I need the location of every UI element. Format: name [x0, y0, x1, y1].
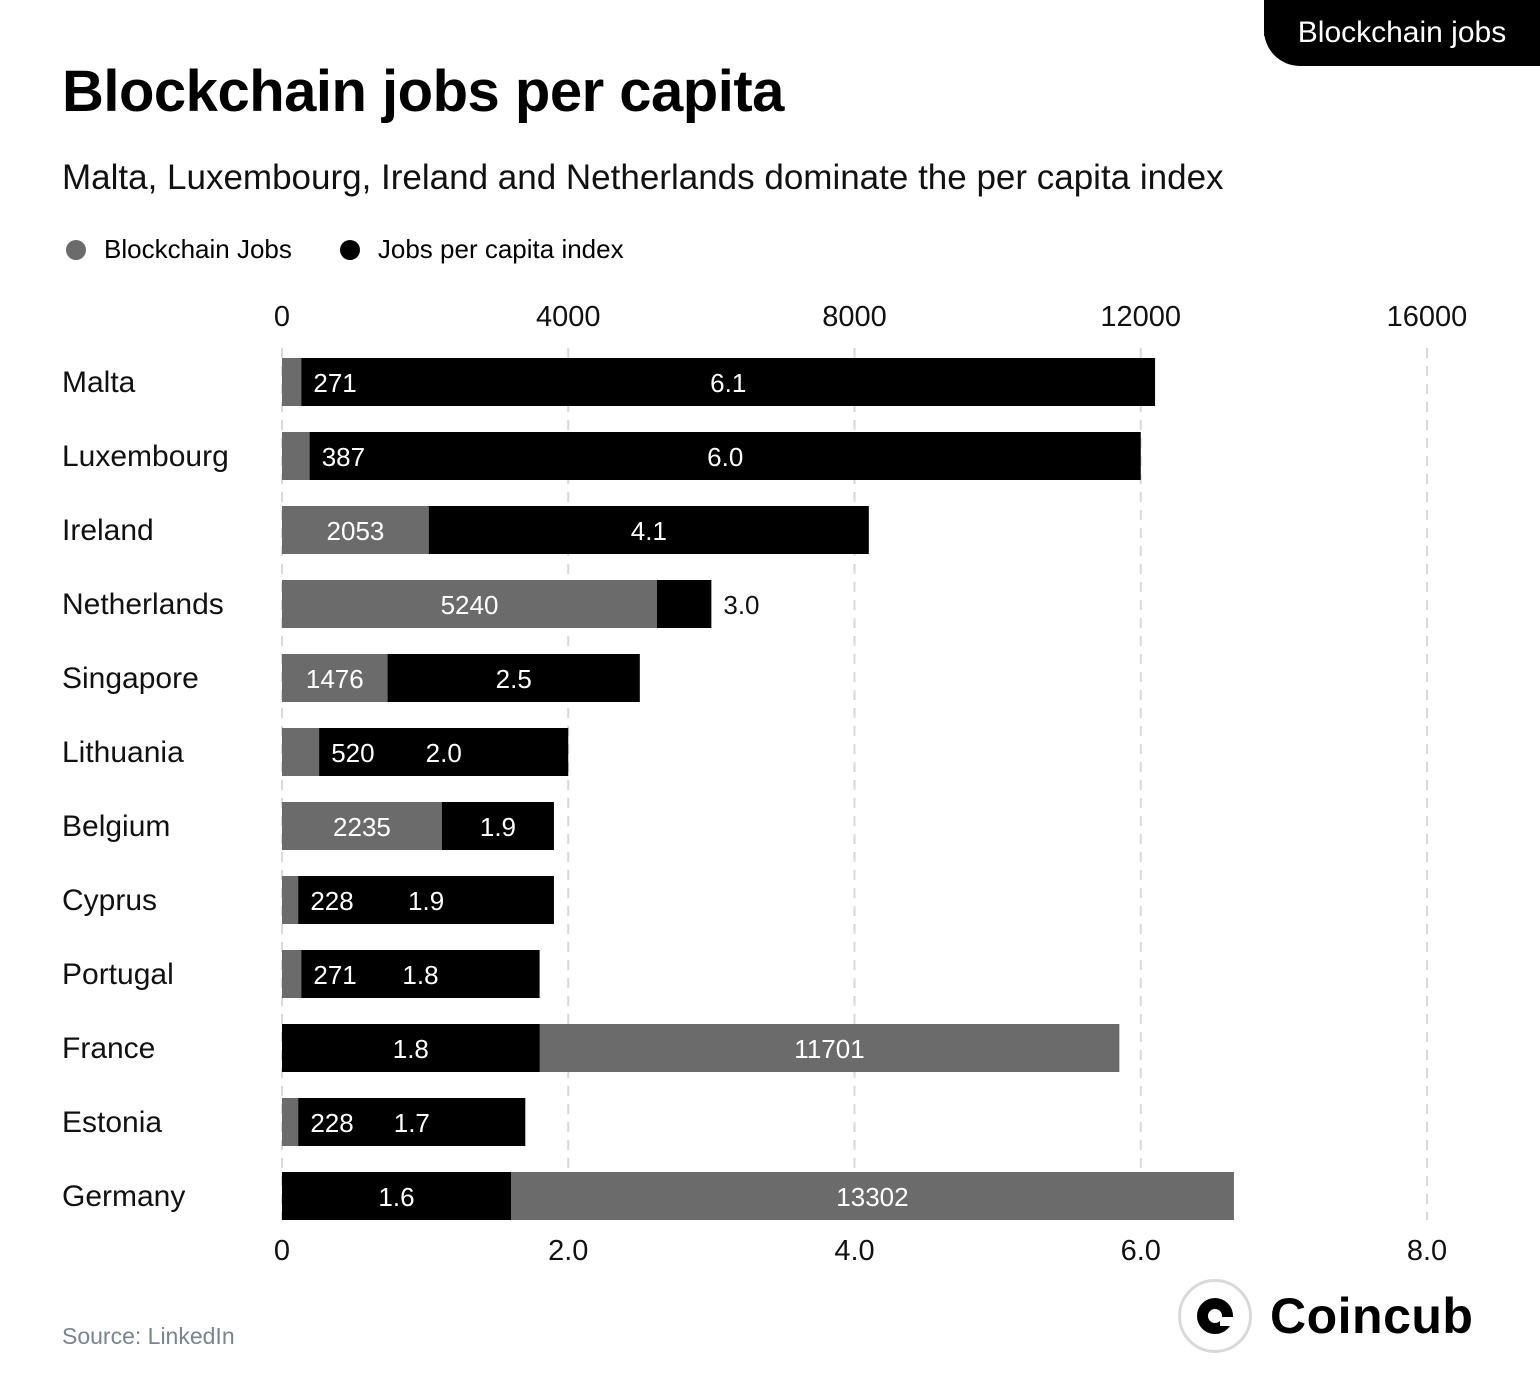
category-label: Luxembourg	[62, 440, 229, 473]
bar-jobs-per-capita-index	[282, 950, 540, 998]
bar-jobs-per-capita-index	[282, 358, 1156, 406]
data-label-index: 4.1	[631, 516, 667, 546]
data-label-index: 1.8	[393, 1034, 429, 1064]
bottom-axis-tick-label: 4.0	[834, 1235, 874, 1267]
bar-jobs-per-capita-index	[282, 728, 569, 776]
category-label: Lithuania	[62, 736, 184, 769]
topic-tag-label: Blockchain jobs	[1297, 16, 1507, 49]
data-label-blockchain-jobs: 271	[313, 960, 356, 990]
bar-blockchain-jobs	[282, 1098, 299, 1146]
legend-dot-index-icon	[339, 239, 360, 260]
bar-blockchain-jobs	[282, 580, 657, 628]
bar-blockchain-jobs	[282, 506, 429, 554]
category-label: Malta	[62, 366, 136, 399]
data-label-index: 1.8	[402, 960, 438, 990]
bar-jobs-per-capita-index	[282, 876, 554, 924]
bottom-axis-tick-label: 2.0	[548, 1235, 588, 1267]
chart-subtitle: Malta, Luxembourg, Ireland and Netherlan…	[62, 158, 1224, 197]
category-label: Estonia	[62, 1106, 162, 1139]
bar-chart: 0 4000 8000 12000 16000 0 2.0 4.0 6.0 8.0 Malta 271…	[62, 301, 1468, 1267]
top-axis-tick-label: 8000	[822, 301, 887, 333]
bar-jobs-per-capita-index	[282, 432, 1141, 480]
bar-blockchain-jobs	[282, 802, 442, 850]
data-label-index: 1.9	[408, 886, 444, 916]
data-label-index: 2.5	[496, 664, 532, 694]
bottom-axis-tick-label: 6.0	[1121, 1235, 1161, 1267]
legend-item-index: Jobs per capita index	[339, 234, 624, 265]
bar-jobs-per-capita-index	[282, 1098, 526, 1146]
data-label-blockchain-jobs: 387	[322, 442, 365, 472]
category-label: Ireland	[62, 514, 154, 547]
topic-tag: Blockchain jobs	[1264, 0, 1540, 66]
bar-jobs-per-capita-index	[282, 1024, 540, 1072]
legend-label-jobs: Blockchain Jobs	[104, 234, 292, 264]
data-label-blockchain-jobs: 1476	[306, 664, 364, 694]
top-axis-tick-label: 12000	[1100, 301, 1181, 333]
top-axis-tick-label: 16000	[1387, 301, 1468, 333]
bar-jobs-per-capita-index	[282, 1172, 511, 1220]
coincub-logo-icon	[1178, 1279, 1252, 1353]
data-label-blockchain-jobs: 228	[310, 886, 353, 916]
logo-name: Coincub	[1270, 1288, 1474, 1344]
source-note: Source: LinkedIn	[62, 1323, 235, 1349]
top-axis-tick-label: 0	[274, 301, 290, 333]
data-label-blockchain-jobs: 13302	[836, 1182, 908, 1212]
top-axis-tick-label: 4000	[536, 301, 601, 333]
legend: Blockchain Jobs Jobs per capita index	[66, 234, 672, 265]
data-label-index: 1.7	[394, 1108, 430, 1138]
data-label-blockchain-jobs: 2053	[327, 516, 385, 546]
category-label: Portugal	[62, 958, 174, 991]
chart-title: Blockchain jobs per capita	[62, 59, 784, 124]
data-label-blockchain-jobs: 5240	[441, 590, 499, 620]
legend-label-index: Jobs per capita index	[377, 234, 624, 264]
category-label: Singapore	[62, 662, 199, 695]
data-label-blockchain-jobs: 228	[310, 1108, 353, 1138]
bar-blockchain-jobs	[282, 654, 388, 702]
data-label-index: 6.0	[707, 442, 743, 472]
bottom-axis-tick-label: 0	[274, 1235, 290, 1267]
legend-dot-jobs-icon	[66, 239, 86, 260]
data-label-index: 2.0	[426, 738, 462, 768]
bar-blockchain-jobs	[282, 950, 302, 998]
bottom-axis-tick-label: 8.0	[1407, 1235, 1447, 1267]
coincub-logo: Coincub	[1178, 1279, 1473, 1353]
bar-blockchain-jobs	[282, 728, 320, 776]
legend-item-blockchain-jobs: Blockchain Jobs	[66, 234, 292, 265]
data-label-blockchain-jobs: 11701	[794, 1034, 864, 1064]
bar-blockchain-jobs	[282, 876, 299, 924]
category-label: Netherlands	[62, 588, 224, 621]
data-label-index: 6.1	[710, 368, 746, 398]
data-label-index: 1.6	[378, 1182, 414, 1212]
category-label: Germany	[62, 1180, 185, 1213]
data-label-blockchain-jobs: 520	[331, 738, 374, 768]
data-label-blockchain-jobs: 2235	[333, 812, 391, 842]
bar-blockchain-jobs	[282, 432, 310, 480]
data-label-blockchain-jobs: 271	[313, 368, 356, 398]
category-label: France	[62, 1032, 155, 1065]
category-label: Belgium	[62, 810, 170, 843]
data-label-index: 1.9	[480, 812, 516, 842]
category-label: Cyprus	[62, 884, 157, 917]
bar-blockchain-jobs	[282, 358, 302, 406]
data-label-index: 3.0	[723, 590, 759, 620]
